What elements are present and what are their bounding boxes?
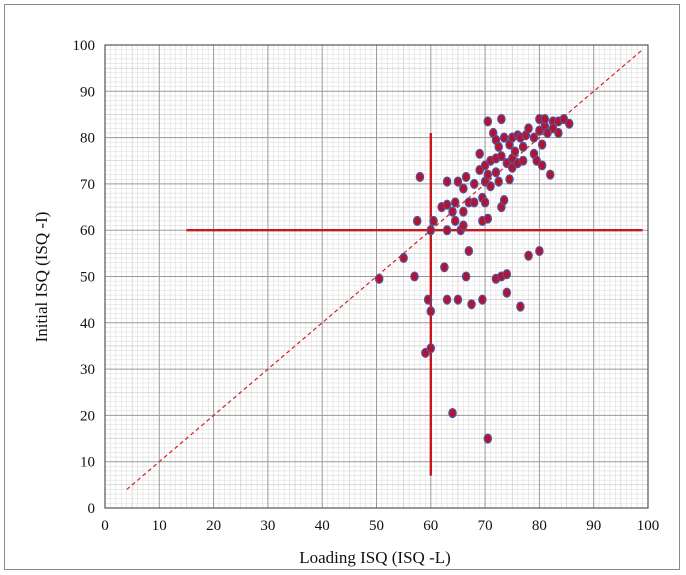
data-point — [429, 215, 438, 226]
y-axis-label: Initial ISQ (ISQ -I) — [32, 212, 51, 343]
data-point — [478, 294, 487, 305]
data-point — [497, 151, 506, 162]
data-point — [459, 183, 468, 194]
plot-border — [104, 44, 649, 509]
data-point — [442, 176, 452, 187]
data-point — [510, 146, 520, 157]
data-point — [426, 225, 436, 236]
x-axis-label: Loading ISQ (ISQ -L) — [299, 548, 451, 567]
reference-line-identity — [126, 49, 643, 490]
data-point — [499, 195, 509, 206]
y-tick-label: 30 — [80, 362, 95, 378]
x-tick-label: 50 — [369, 518, 384, 534]
y-tick-label: 0 — [88, 501, 96, 517]
data-point — [448, 408, 457, 419]
data-point — [469, 197, 479, 208]
data-point — [502, 269, 512, 280]
data-point — [497, 114, 506, 125]
data-point — [461, 171, 471, 183]
data-point — [453, 294, 463, 305]
data-point — [537, 160, 547, 171]
x-tick-label: 0 — [101, 518, 109, 534]
data-point — [467, 299, 476, 310]
data-point — [491, 167, 501, 178]
data-point — [426, 343, 436, 354]
x-tick-label: 20 — [206, 518, 221, 534]
x-tick-label: 60 — [423, 518, 438, 534]
data-point — [442, 199, 452, 210]
data-point — [546, 169, 555, 180]
data-point — [505, 174, 514, 185]
y-tick-label: 90 — [80, 84, 95, 100]
data-point — [423, 294, 433, 305]
data-point — [469, 178, 479, 189]
data-point — [483, 169, 493, 180]
data-point — [480, 197, 490, 208]
data-point — [459, 220, 468, 231]
data-point — [499, 132, 509, 143]
data-point — [529, 132, 539, 143]
data-point — [535, 245, 544, 257]
data-point — [554, 127, 563, 139]
data-point — [475, 148, 484, 159]
data-points — [374, 114, 574, 444]
x-tick-label: 10 — [152, 518, 167, 534]
y-tick-label: 50 — [80, 270, 95, 286]
data-point — [483, 433, 493, 444]
data-point — [565, 118, 574, 129]
data-point — [483, 116, 493, 127]
data-point — [518, 155, 528, 166]
data-point — [494, 141, 503, 152]
data-point — [412, 215, 422, 226]
y-tick-label: 80 — [80, 131, 95, 147]
data-point — [448, 206, 457, 217]
data-point — [426, 306, 436, 317]
data-point — [440, 262, 449, 273]
data-point — [524, 250, 533, 261]
x-tick-label: 80 — [532, 518, 547, 534]
y-tick-label: 100 — [73, 38, 96, 54]
data-point — [459, 206, 468, 217]
x-tick-label: 70 — [478, 518, 493, 534]
x-tick-label: 90 — [586, 518, 601, 534]
data-point — [464, 245, 474, 257]
data-point — [486, 181, 495, 192]
data-point — [524, 123, 533, 134]
data-point — [461, 271, 471, 282]
data-point — [410, 271, 419, 282]
data-point — [502, 287, 512, 298]
y-tick-label: 70 — [80, 177, 95, 193]
data-point — [453, 176, 463, 187]
y-tick-label: 10 — [80, 455, 95, 471]
data-point — [537, 139, 547, 150]
x-axis-ticks: 0 10 20 30 40 50 60 70 80 90 100 — [101, 518, 659, 534]
data-point — [450, 215, 460, 226]
y-tick-label: 60 — [80, 223, 95, 239]
data-point — [483, 213, 493, 224]
data-point — [442, 225, 452, 236]
data-point — [399, 252, 408, 264]
data-point — [516, 301, 525, 312]
data-point — [518, 141, 528, 152]
y-tick-label: 40 — [80, 316, 95, 332]
x-tick-label: 100 — [637, 518, 660, 534]
x-tick-label: 40 — [315, 518, 330, 534]
data-point — [442, 294, 452, 305]
data-point — [450, 197, 460, 208]
y-axis-ticks: 0 10 20 30 40 50 60 70 80 90 100 — [73, 38, 96, 517]
data-point — [415, 171, 425, 183]
data-point — [540, 114, 550, 125]
data-point — [494, 176, 503, 187]
x-tick-label: 30 — [260, 518, 275, 534]
data-point — [374, 273, 384, 284]
y-tick-label: 20 — [80, 408, 95, 424]
